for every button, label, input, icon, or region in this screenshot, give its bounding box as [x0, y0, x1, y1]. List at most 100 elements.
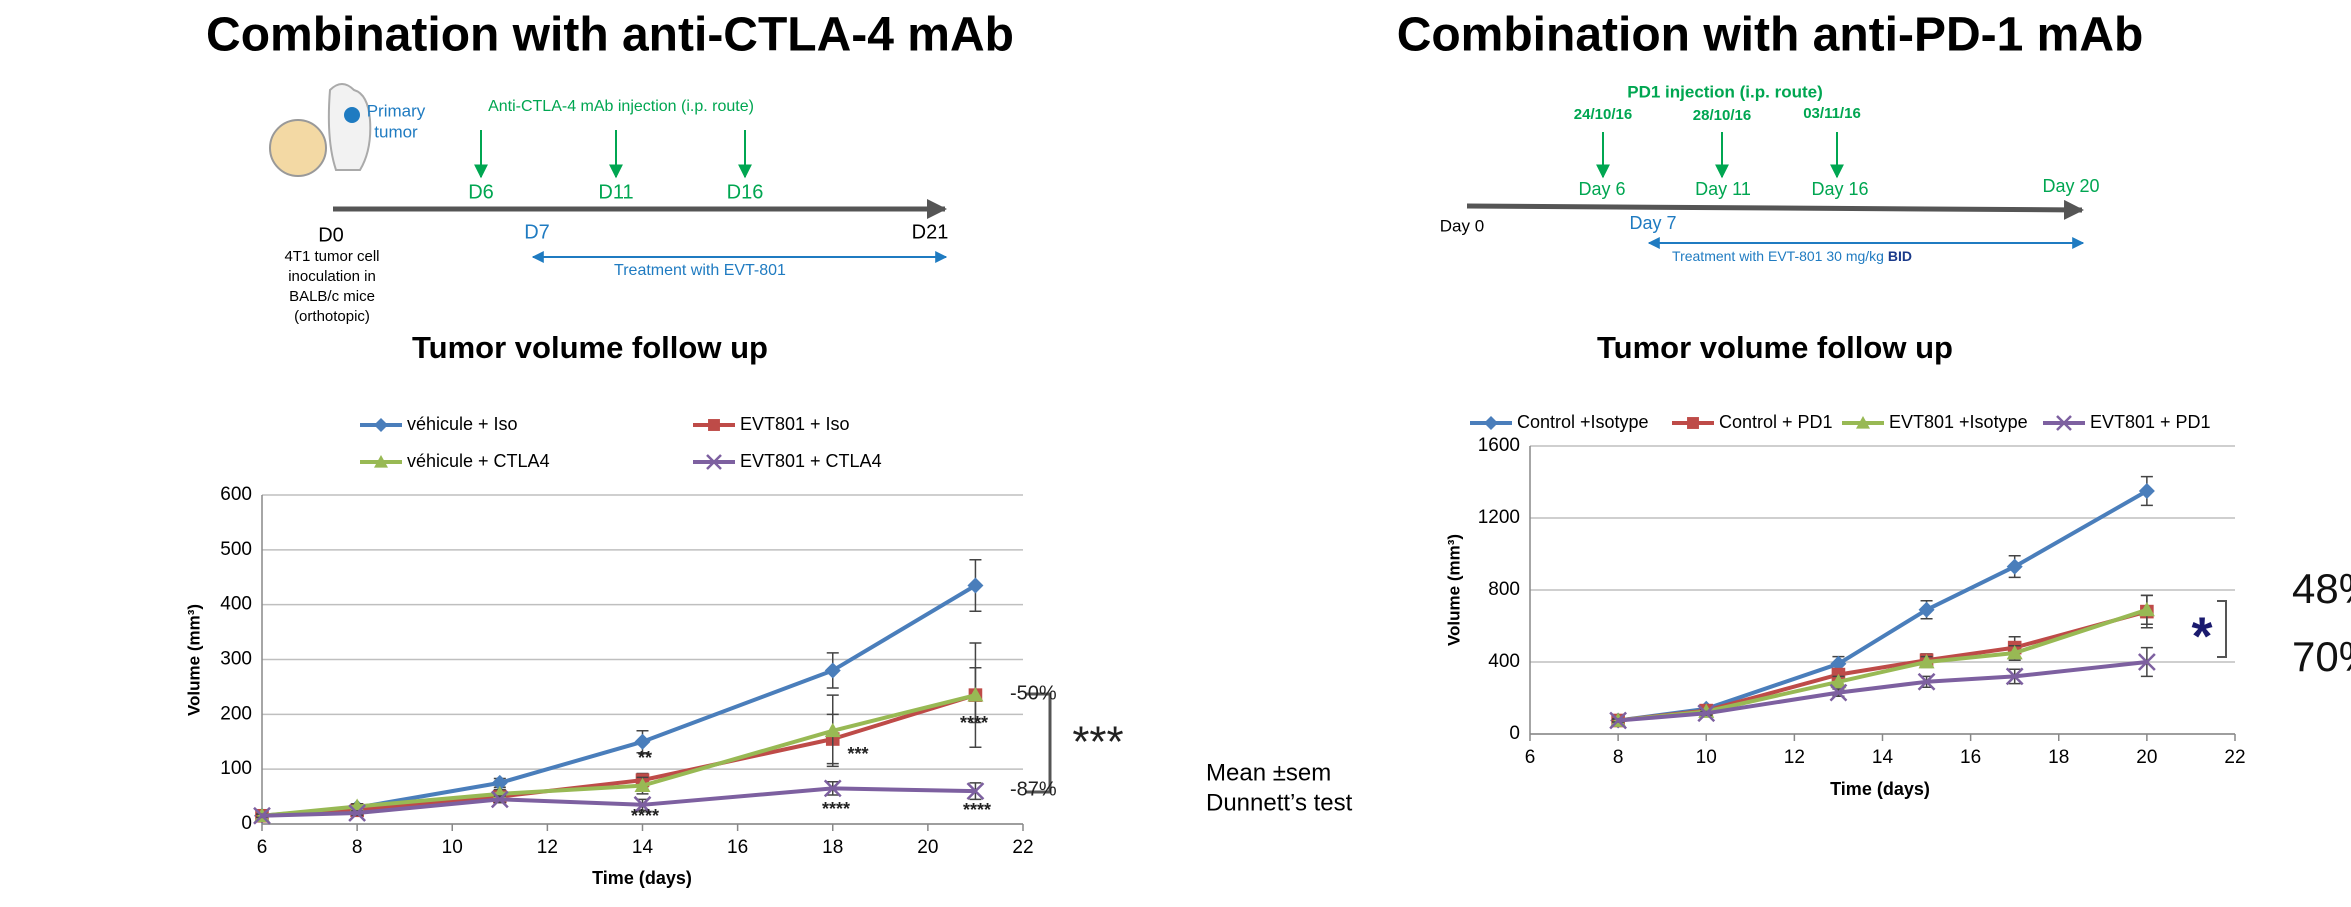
y-axis-label: Volume (mm³) [1444, 534, 1463, 646]
legend-label: véhicule + Iso [407, 414, 518, 434]
data-point [348, 804, 367, 822]
label: Day 16 [1811, 179, 1868, 199]
data-point [823, 779, 842, 798]
y-tick-label: 200 [220, 703, 252, 724]
data-point [634, 777, 651, 793]
time-axis [1466, 199, 2084, 220]
legend-marker [374, 455, 388, 468]
label: PD1 injection (i.p. route) [1627, 82, 1823, 101]
bracket [1025, 692, 1052, 794]
data-point [967, 687, 984, 702]
series-line [261, 786, 976, 818]
tumor-icon [269, 119, 327, 177]
annotation: 48% [2292, 565, 2351, 612]
chart: Tumor volume follow up 0 100 200 300 400 500 60… [184, 330, 1123, 888]
y-tick-label: 1200 [1478, 507, 1520, 528]
annotation: * [2191, 606, 2212, 666]
annotation: ** [638, 748, 652, 768]
x-tick-label: 14 [632, 837, 654, 858]
label: D7 [524, 221, 550, 243]
annotation: **** [960, 713, 988, 733]
data-point [253, 806, 271, 825]
chart-title: Tumor volume follow up [412, 330, 768, 365]
annotation: *** [1072, 718, 1123, 767]
x-tick-label: 20 [2136, 747, 2157, 768]
data-point [1829, 683, 1848, 702]
chart-title: Tumor volume follow up [1597, 330, 1953, 365]
data-point [1697, 704, 1716, 723]
data-point [2138, 601, 2155, 617]
label: Primary [367, 101, 426, 120]
series-line [261, 693, 976, 818]
legend-label: Control +Isotype [1517, 412, 1649, 432]
data-point [634, 733, 651, 750]
x-tick-label: 14 [1872, 747, 1894, 768]
label: Treatment with EVT-801 30 mg/kg BID [1672, 248, 1912, 264]
annotation: **** [822, 799, 850, 819]
label: BALB/c mice [289, 288, 375, 305]
data-point [966, 782, 985, 800]
annotation: *** [847, 744, 868, 764]
chart: Tumor volume follow up 0 400 800 1200 1600 6 8 1… [1444, 330, 2351, 799]
label: D6 [468, 181, 494, 203]
label: Anti-CTLA-4 mAb injection (i.p. route) [488, 98, 754, 115]
x-tick-label: 8 [1613, 747, 1624, 768]
y-tick-label: 500 [220, 539, 252, 560]
data-point [1917, 672, 1936, 691]
label: 24/10/16 [1574, 106, 1632, 123]
series-line [1617, 609, 2148, 723]
x-tick-label: 18 [2048, 747, 2069, 768]
data-point [2006, 645, 2023, 660]
x-axis-label: Time (days) [1830, 779, 1930, 799]
x-tick-label: 16 [1960, 747, 1981, 768]
x-tick-label: 12 [537, 837, 558, 858]
annotation: 70% [2292, 633, 2351, 680]
note: Mean ±sem [1206, 759, 1331, 786]
series-line [1617, 607, 2148, 723]
label: D16 [727, 181, 764, 203]
data-point [1918, 601, 1935, 618]
x-tick-label: 10 [1696, 747, 1717, 768]
y-tick-label: 300 [220, 649, 252, 670]
y-tick-label: 1600 [1478, 435, 1520, 456]
legend-marker [374, 418, 388, 432]
y-tick-label: 400 [220, 594, 252, 615]
legend-marker [1484, 416, 1498, 430]
annotation: **** [963, 800, 991, 820]
data-point [2137, 653, 2156, 671]
label: D11 [598, 181, 633, 203]
label-part: BID [1888, 248, 1912, 264]
legend-marker [2056, 415, 2072, 431]
legend-label: EVT801 + PD1 [2090, 412, 2211, 432]
timeline-ctla4: Primary tumor Anti-CTLA-4 mAb injection … [269, 83, 949, 325]
label: 03/11/16 [1803, 105, 1861, 122]
label: (orthotopic) [294, 308, 370, 325]
legend-marker [1856, 416, 1870, 429]
panel-title: Combination with anti-PD-1 mAb [1397, 9, 2144, 62]
label: D21 [912, 221, 949, 243]
x-tick-label: 6 [1525, 747, 1536, 768]
label: tumor [374, 122, 418, 141]
label: Day 6 [1578, 179, 1625, 199]
label: Day 20 [2042, 176, 2099, 196]
x-tick-label: 10 [442, 837, 463, 858]
y-axis-label: Volume (mm³) [184, 604, 203, 716]
series-line [1617, 660, 2148, 723]
data-point [633, 795, 652, 814]
y-tick-label: 100 [220, 758, 252, 779]
label-part: Treatment with EVT-801 30 mg/kg [1672, 248, 1884, 264]
data-point [824, 662, 841, 679]
data-point [1609, 711, 1628, 730]
x-tick-label: 22 [2224, 747, 2245, 768]
legend-marker [706, 454, 722, 470]
note: Dunnett’s test [1206, 789, 1353, 816]
data-point [2005, 667, 2024, 686]
legend-marker [1687, 417, 1699, 429]
panel-title: Combination with anti-CTLA-4 mAb [206, 9, 1014, 62]
x-tick-label: 22 [1012, 837, 1033, 858]
legend-label: véhicule + CTLA4 [407, 451, 550, 471]
x-axis-label: Time (days) [592, 868, 692, 888]
tumor-dot [344, 107, 360, 123]
data-point [2006, 558, 2023, 575]
